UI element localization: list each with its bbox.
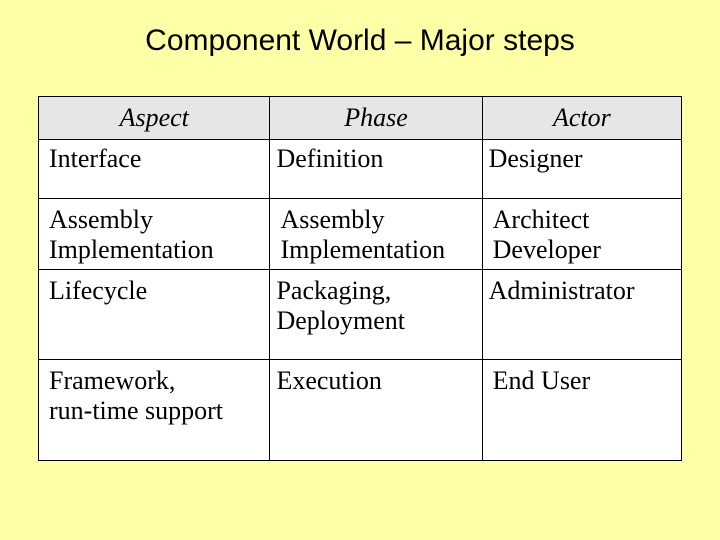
- cell-actor: Administrator: [482, 269, 681, 360]
- header-aspect: Aspect: [39, 97, 270, 140]
- table-header-row: Aspect Phase Actor: [39, 97, 682, 140]
- cell-aspect: Interface: [39, 140, 270, 199]
- cell-aspect: AssemblyImplementation: [39, 198, 270, 269]
- table-row: Lifecycle Packaging,Deployment Administr…: [39, 269, 682, 360]
- cell-phase: Execution: [270, 360, 482, 461]
- table-row: Framework, run-time support Execution En…: [39, 360, 682, 461]
- component-table: Aspect Phase Actor Interface Definition …: [38, 96, 682, 461]
- table-row: Interface Definition Designer: [39, 140, 682, 199]
- table-row: AssemblyImplementation AssemblyImplement…: [39, 198, 682, 269]
- page-title: Component World – Major steps: [38, 24, 682, 58]
- cell-aspect: Framework, run-time support: [39, 360, 270, 461]
- cell-phase: AssemblyImplementation: [270, 198, 482, 269]
- cell-actor: Designer: [482, 140, 681, 199]
- cell-aspect: Lifecycle: [39, 269, 270, 360]
- cell-actor: End User: [482, 360, 681, 461]
- header-phase: Phase: [270, 97, 482, 140]
- header-actor: Actor: [482, 97, 681, 140]
- cell-phase: Packaging,Deployment: [270, 269, 482, 360]
- cell-actor: ArchitectDeveloper: [482, 198, 681, 269]
- cell-phase: Definition: [270, 140, 482, 199]
